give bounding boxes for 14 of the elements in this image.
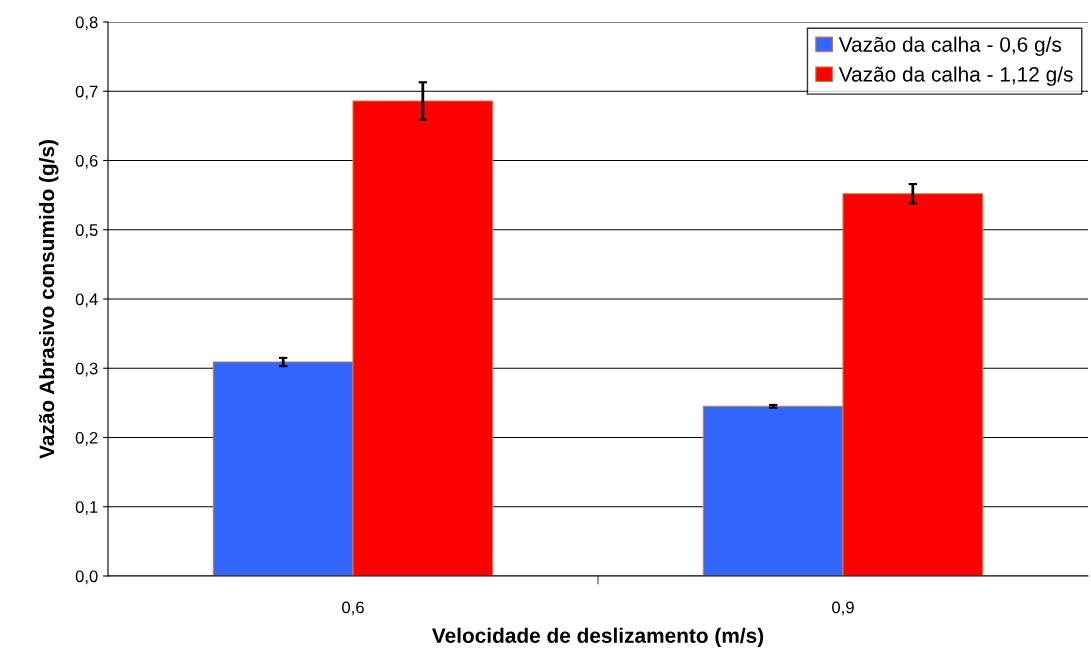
legend-label: Vazão da calha - 1,12 g/s xyxy=(838,66,1073,86)
y-tick-label: 0,5 xyxy=(75,224,98,238)
y-tick-label: 0,0 xyxy=(75,570,98,585)
y-tick-label: 0,1 xyxy=(75,501,98,515)
legend-label: Vazão da calha - 0,6 g/s xyxy=(838,36,1062,56)
y-tick-label: 0,2 xyxy=(75,431,98,446)
y-tick-label: 0,7 xyxy=(75,85,98,100)
y-tick-label: 0,3 xyxy=(75,362,98,377)
y-tick-label: 0,4 xyxy=(75,293,98,308)
y-tick-label: 0,8 xyxy=(75,16,98,31)
x-tick-label: 0,9 xyxy=(832,601,854,616)
y-tick-label: 0,6 xyxy=(75,154,98,169)
x-axis-title: Velocidade de deslizamento (m/s) xyxy=(432,627,764,648)
y-axis-title: Vazão Abrasivo consumido (g/s) xyxy=(38,140,59,459)
